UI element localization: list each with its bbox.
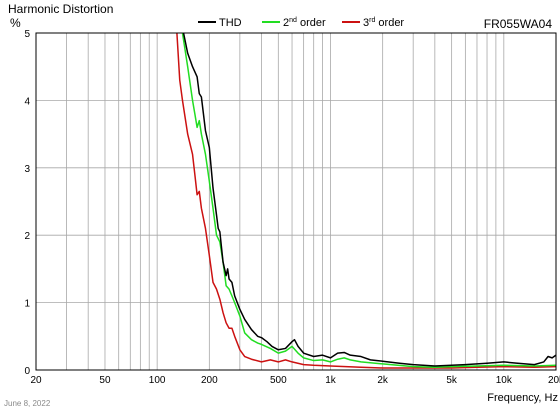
legend-label-thd: THD (219, 17, 242, 29)
legend-label-2nd-order: 2nd order (283, 17, 326, 29)
x-tick-label: 2k (377, 375, 389, 386)
x-axis-label: Frequency, Hz (487, 392, 558, 404)
plot-frame (35, 32, 557, 371)
legend-label-3rd-order: 3rd order (363, 17, 404, 29)
x-tick-label: 100 (149, 375, 166, 386)
x-tick-label: 200 (201, 375, 218, 386)
series-line-2nd-order (181, 32, 557, 369)
y-tick-label: 1 (24, 299, 30, 310)
x-tick-label: 1k (325, 375, 337, 386)
y-tick-label: 4 (24, 96, 30, 107)
y-tick-label: 2 (24, 231, 30, 242)
y-axis-label: % (10, 16, 21, 30)
y-tick-labels: 0 1 2 3 4 5 (24, 29, 30, 377)
x-tick-label: 20 (30, 375, 42, 386)
x-tick-label: 10k (496, 375, 513, 386)
x-tick-label: 5k (446, 375, 458, 386)
y-tick-label: 3 (24, 164, 30, 175)
chart-title: Harmonic Distortion (8, 2, 113, 16)
x-tick-label: 50 (99, 375, 111, 386)
series-line-3rd-order (176, 32, 557, 369)
plot-series (176, 32, 557, 369)
legend: THD 2nd order 3rd order (198, 17, 404, 29)
x-tick-labels: 20 50 100 200 500 1k 2k 5k 10k 20k (30, 375, 560, 386)
x-tick-label: 500 (270, 375, 287, 386)
date-label: June 8, 2022 (4, 399, 51, 408)
series-line-thd (182, 32, 557, 367)
x-tick-label: 20k (548, 375, 560, 386)
model-label: FR055WA04 (484, 17, 553, 31)
plot-grid (36, 33, 556, 370)
y-tick-label: 0 (24, 366, 30, 377)
y-tick-label: 5 (24, 29, 30, 40)
